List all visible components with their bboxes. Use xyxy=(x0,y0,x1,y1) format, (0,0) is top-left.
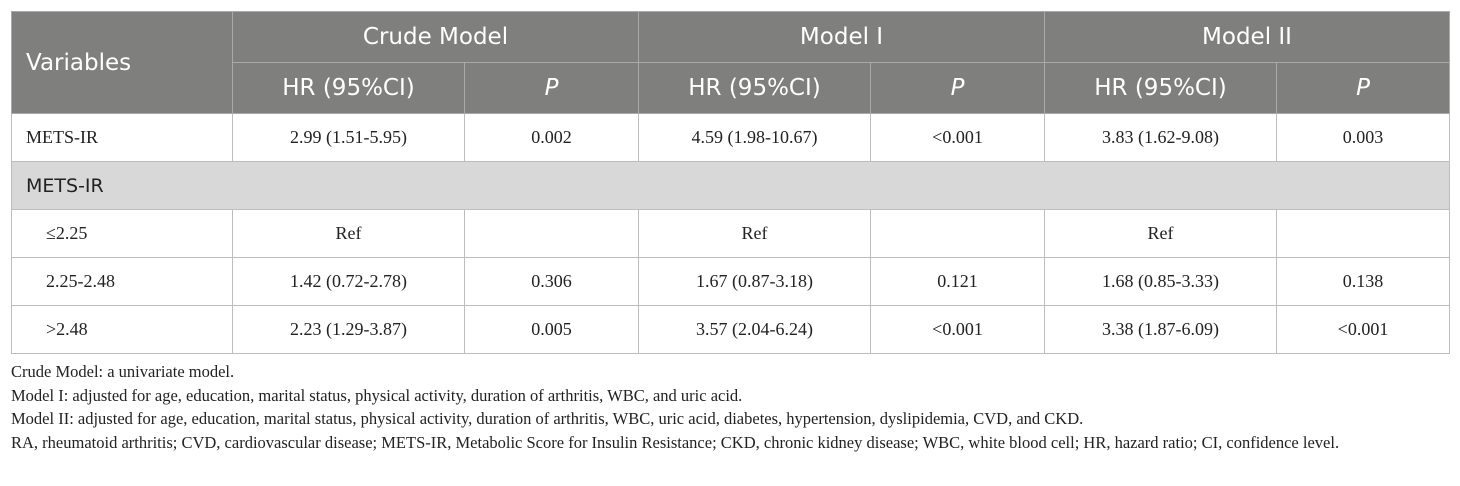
table-cell: 3.57 (2.04-6.24) xyxy=(638,305,871,354)
row-label: METS-IR xyxy=(11,113,233,162)
table-cell: 0.121 xyxy=(870,257,1045,306)
table-row: >2.48 2.23 (1.29-3.87) 0.005 3.57 (2.04-… xyxy=(11,305,1450,354)
table-cell xyxy=(870,209,1045,258)
footnote: Crude Model: a univariate model. xyxy=(11,362,235,381)
header-hr-model-1: HR (95%CI) xyxy=(638,62,871,114)
table-cell: Ref xyxy=(232,209,465,258)
header-variables: Variables xyxy=(11,11,233,114)
hazard-ratio-table: Variables Crude Model Model I Model II H… xyxy=(11,11,1450,354)
row-label: ≤2.25 xyxy=(11,209,233,258)
table-cell: 2.99 (1.51-5.95) xyxy=(232,113,465,162)
table-cell: 1.67 (0.87-3.18) xyxy=(638,257,871,306)
header-p-crude: P xyxy=(464,62,639,114)
table-cell: 3.38 (1.87-6.09) xyxy=(1044,305,1277,354)
footnote: Model I: adjusted for age, education, ma… xyxy=(11,385,743,405)
table-cell: 1.68 (0.85-3.33) xyxy=(1044,257,1277,306)
footnote: Model II: adjusted for age, education, m… xyxy=(11,409,1084,428)
table-cell: <0.001 xyxy=(1276,305,1450,354)
header-p-model-1: P xyxy=(870,62,1045,114)
table-cell: 0.138 xyxy=(1276,257,1450,306)
table-cell: 0.005 xyxy=(464,305,639,354)
header-p-model-2: P xyxy=(1276,62,1450,114)
table-cell: 0.306 xyxy=(464,257,639,306)
table-row: ≤2.25 Ref Ref Ref xyxy=(11,209,1450,258)
table-row: 2.25-2.48 1.42 (0.72-2.78) 0.306 1.67 (0… xyxy=(11,257,1450,306)
header-model-2: Model II xyxy=(1044,11,1450,63)
results-table-container: Variables Crude Model Model I Model II H… xyxy=(11,11,1450,454)
table-cell: <0.001 xyxy=(870,305,1045,354)
table-cell: 4.59 (1.98-10.67) xyxy=(638,113,871,162)
table-cell: 0.002 xyxy=(464,113,639,162)
section-row: METS-IR xyxy=(11,161,1450,210)
table-cell: <0.001 xyxy=(870,113,1045,162)
table-footnotes: Crude Model: a univariate model. Model I… xyxy=(11,360,1449,454)
table-cell: 3.83 (1.62-9.08) xyxy=(1044,113,1277,162)
table-cell xyxy=(1276,209,1450,258)
header-hr-crude: HR (95%CI) xyxy=(232,62,465,114)
table-cell: 1.42 (0.72-2.78) xyxy=(232,257,465,306)
table-row: METS-IR 2.99 (1.51-5.95) 0.002 4.59 (1.9… xyxy=(11,113,1450,162)
header-crude-model: Crude Model xyxy=(232,11,639,63)
header-model-1: Model I xyxy=(638,11,1045,63)
table-cell: Ref xyxy=(638,209,871,258)
table-cell: 2.23 (1.29-3.87) xyxy=(232,305,465,354)
row-label: >2.48 xyxy=(11,305,233,354)
section-label: METS-IR xyxy=(11,161,1450,210)
table-cell xyxy=(464,209,639,258)
header-hr-model-2: HR (95%CI) xyxy=(1044,62,1277,114)
row-label: 2.25-2.48 xyxy=(11,257,233,306)
footnote: RA, rheumatoid arthritis; CVD, cardiovas… xyxy=(11,432,1340,452)
table-cell: 0.003 xyxy=(1276,113,1450,162)
table-cell: Ref xyxy=(1044,209,1277,258)
